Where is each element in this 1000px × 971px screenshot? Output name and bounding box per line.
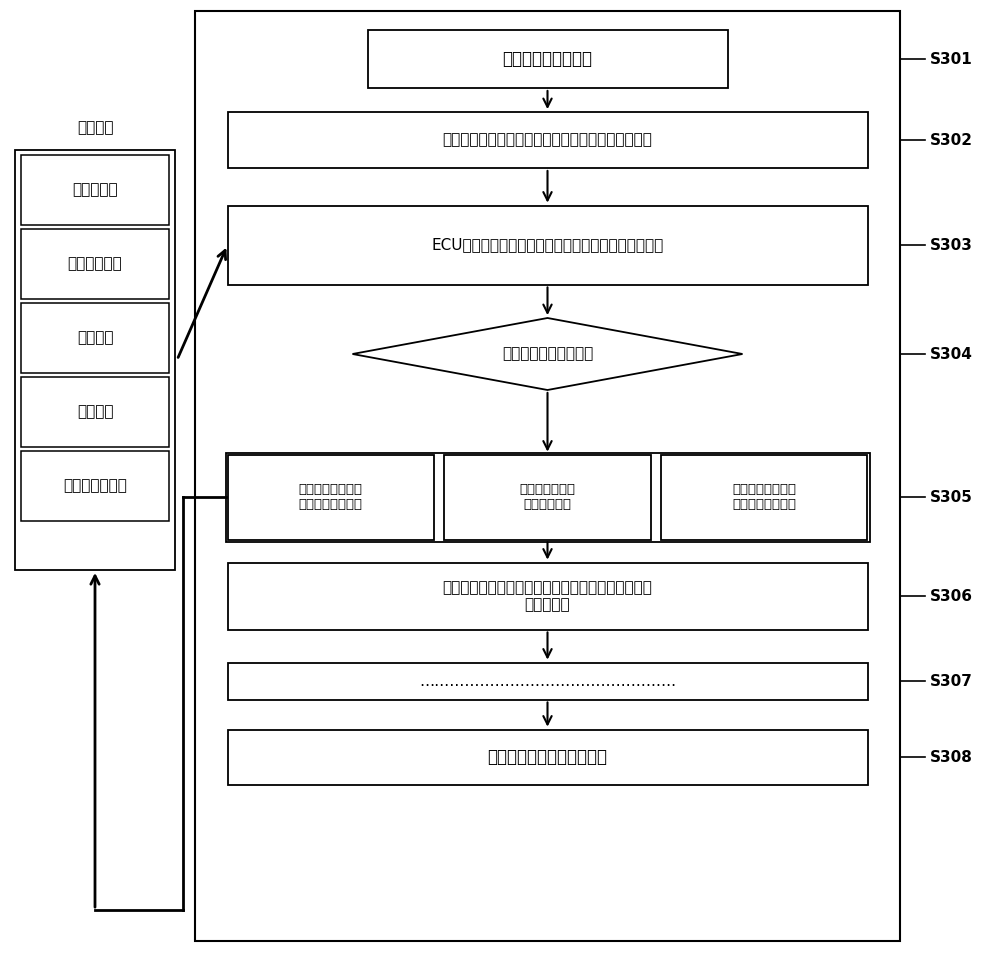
Text: 判断是否满足冷却要求: 判断是否满足冷却要求 [502,347,593,361]
Text: 冷却柴油控制阀
开度保持不变: 冷却柴油控制阀 开度保持不变 [520,483,576,511]
Text: S305: S305 [930,489,973,505]
Text: S301: S301 [930,51,973,66]
FancyBboxPatch shape [368,30,728,88]
FancyBboxPatch shape [21,303,169,373]
Text: S306: S306 [930,588,973,604]
FancyBboxPatch shape [228,112,868,168]
Text: 冷却柴油控制阀开
度减小回油量减少: 冷却柴油控制阀开 度减小回油量减少 [299,483,363,511]
Text: 进气流量: 进气流量 [77,405,113,419]
Text: S304: S304 [930,347,973,361]
Text: ECU计算热负荷及冷却柴油对嚙射器针阀体的冷却强度: ECU计算热负荷及冷却柴油对嚙射器针阀体的冷却强度 [431,238,664,252]
FancyBboxPatch shape [228,662,868,699]
Text: 冷却柴油控制阀开
度增大回油量增加: 冷却柴油控制阀开 度增大回油量增加 [732,483,796,511]
Text: 确定发动机工况及冷却柴油控制阀开度的对应关系，
标定下一点: 确定发动机工况及冷却柴油控制阀开度的对应关系， 标定下一点 [443,580,652,612]
FancyBboxPatch shape [15,150,175,570]
Text: 冷却柴油油量控制阀初始开度，针阀泄漏的正常回油: 冷却柴油油量控制阀初始开度，针阀泄漏的正常回油 [443,132,652,148]
FancyBboxPatch shape [228,206,868,285]
Text: 标定完成，发动机正常运转: 标定完成，发动机正常运转 [488,748,608,766]
Text: S308: S308 [930,750,973,764]
FancyBboxPatch shape [21,377,169,447]
FancyBboxPatch shape [21,451,169,521]
Text: S302: S302 [930,132,973,148]
FancyBboxPatch shape [444,454,651,540]
Text: S307: S307 [930,674,973,688]
FancyBboxPatch shape [21,155,169,225]
FancyBboxPatch shape [195,11,900,941]
Text: 反馈参数: 反馈参数 [77,120,113,136]
FancyBboxPatch shape [661,454,867,540]
Text: 排气温度: 排气温度 [77,330,113,346]
Text: 缸内燃气温度: 缸内燃气温度 [68,256,122,272]
FancyBboxPatch shape [228,454,434,540]
FancyBboxPatch shape [228,729,868,785]
FancyBboxPatch shape [228,562,868,629]
Text: S303: S303 [930,238,973,252]
Text: 发动机温度: 发动机温度 [72,183,118,197]
Text: 冷却柴油回油量: 冷却柴油回油量 [63,479,127,493]
Text: 发动机起动怎速运行: 发动机起动怎速运行 [503,50,592,68]
FancyBboxPatch shape [21,229,169,299]
Text: ……………………………………………: …………………………………………… [419,674,676,688]
Polygon shape [352,318,742,390]
